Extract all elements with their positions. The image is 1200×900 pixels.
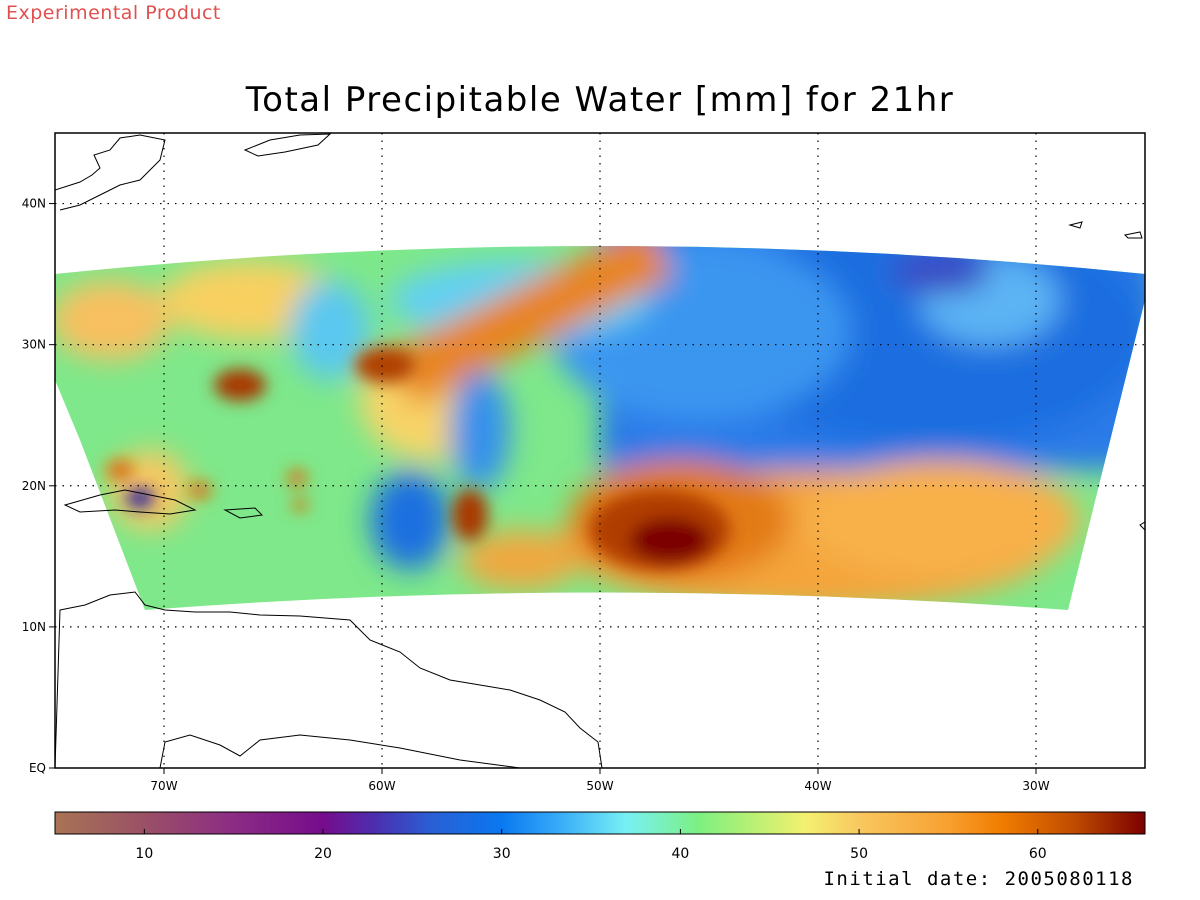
lat-tick-label: 30N: [22, 338, 46, 352]
precipitable-water-field: [55, 246, 1145, 610]
colorbar-tick-label: 40: [671, 846, 689, 862]
colorbar: [54, 811, 1146, 835]
chart-title: Total Precipitable Water [mm] for 21hr: [245, 80, 955, 120]
lat-tick-label: EQ: [29, 761, 46, 775]
initial-date-label: Initial date: 2005080118: [823, 868, 1134, 890]
coastlines: [55, 133, 1145, 768]
lon-tick-label: 40W: [804, 779, 831, 793]
lon-tick-label: 30W: [1022, 779, 1049, 793]
lat-tick-label: 20N: [22, 479, 46, 493]
colorbar-tick-label: 30: [493, 846, 511, 862]
lon-tick-label: 60W: [368, 779, 395, 793]
lat-tick-label: 10N: [22, 620, 46, 634]
colorbar-tick-label: 60: [1029, 846, 1047, 862]
colorbar-tick-label: 10: [135, 846, 153, 862]
lon-tick-label: 70W: [150, 779, 177, 793]
colorbar-tick-label: 50: [850, 846, 868, 862]
colorbar-tick-label: 20: [314, 846, 332, 862]
experimental-banner: Experimental Product: [6, 2, 221, 24]
lat-tick-label: 40N: [22, 197, 46, 211]
lon-tick-label: 50W: [586, 779, 613, 793]
